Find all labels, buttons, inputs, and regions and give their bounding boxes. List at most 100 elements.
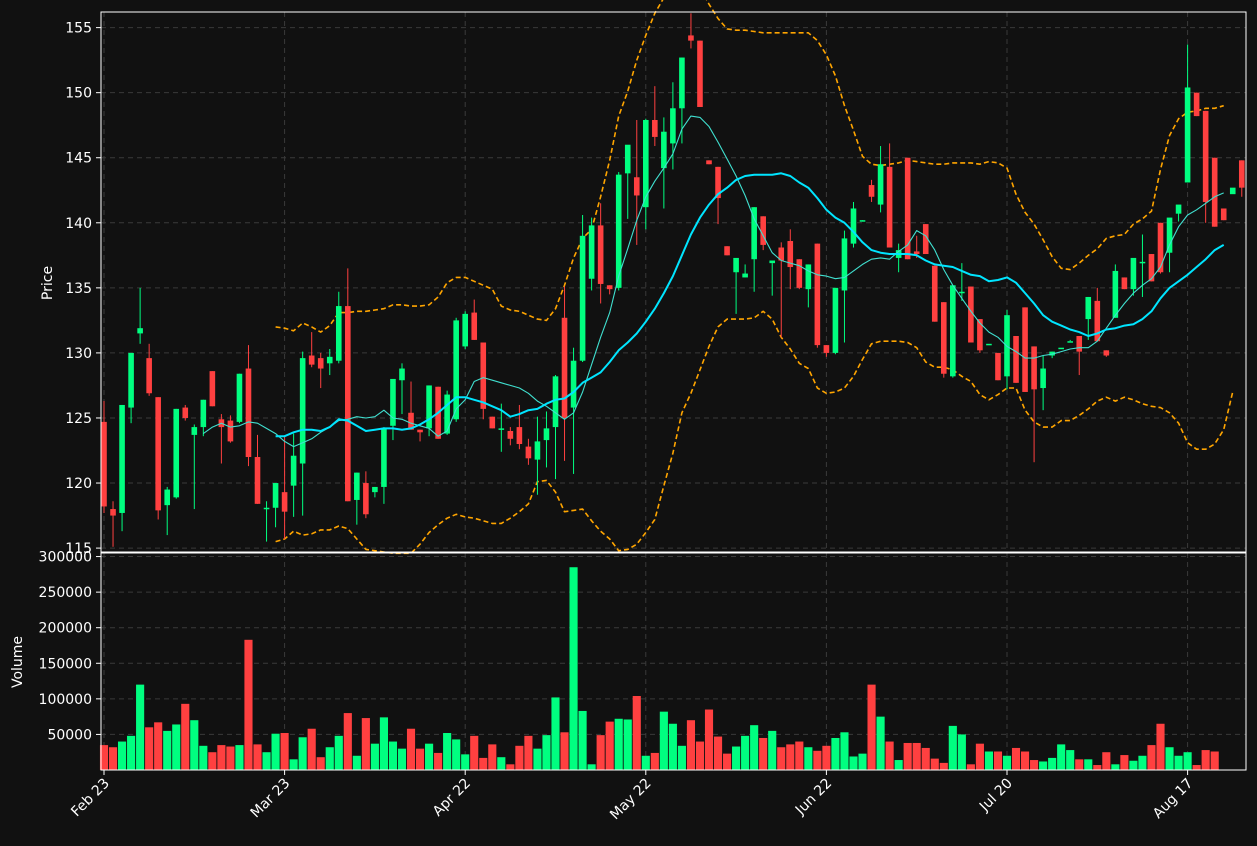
candle-body bbox=[227, 420, 234, 442]
candle-body bbox=[959, 291, 965, 294]
volume-bar bbox=[1030, 760, 1039, 770]
volume-tick-label: 150000 bbox=[39, 656, 92, 672]
volume-bar bbox=[506, 764, 515, 770]
volume-bar bbox=[704, 709, 714, 770]
volume-bar bbox=[732, 746, 741, 770]
candle-body bbox=[986, 343, 992, 346]
volume-bar bbox=[876, 716, 885, 770]
candle-body bbox=[670, 108, 676, 144]
volume-bar bbox=[542, 735, 551, 770]
candle-body bbox=[652, 120, 658, 137]
candle-body bbox=[290, 455, 297, 486]
volume-bar bbox=[1111, 764, 1120, 770]
volume-bar bbox=[858, 753, 867, 770]
volume-bar bbox=[262, 752, 271, 770]
candle-body bbox=[995, 352, 1001, 381]
volume-bar bbox=[1138, 755, 1147, 770]
candle-body bbox=[561, 317, 568, 418]
candle-body bbox=[1202, 110, 1209, 202]
candle-body bbox=[1058, 347, 1064, 350]
candle-body bbox=[904, 157, 911, 260]
candle-body bbox=[345, 306, 351, 502]
candle-body bbox=[173, 408, 180, 498]
candle-body bbox=[588, 225, 595, 279]
price-tick-label: 120 bbox=[65, 476, 92, 492]
volume-bar bbox=[397, 748, 407, 770]
volume-bar bbox=[686, 720, 696, 770]
volume-bar bbox=[415, 748, 425, 770]
volume-bar bbox=[235, 745, 244, 770]
candle-body bbox=[164, 489, 171, 506]
volume-bar bbox=[632, 696, 641, 770]
candle-body bbox=[408, 412, 414, 430]
volume-bar bbox=[154, 722, 163, 770]
volume-bar bbox=[623, 719, 632, 770]
candle-body bbox=[1013, 336, 1019, 383]
volume-bar bbox=[172, 724, 181, 770]
candle-body bbox=[299, 358, 306, 464]
volume-bar bbox=[786, 744, 795, 770]
candle-body bbox=[1175, 204, 1182, 214]
candle-body bbox=[552, 376, 559, 428]
candle-body bbox=[1166, 217, 1173, 253]
volume-bar bbox=[984, 751, 994, 770]
volume-bar bbox=[226, 746, 235, 770]
candle-body bbox=[624, 144, 631, 174]
candle-body bbox=[444, 394, 450, 434]
volume-bar bbox=[1147, 745, 1156, 770]
volume-bar bbox=[145, 727, 154, 770]
candle-body bbox=[1067, 341, 1074, 343]
volume-bar bbox=[948, 725, 957, 770]
volume-bar bbox=[461, 754, 470, 770]
volume-bar bbox=[894, 760, 903, 770]
candle-body bbox=[778, 247, 785, 261]
volume-bar bbox=[551, 697, 560, 770]
volume-bar bbox=[515, 745, 524, 770]
price-tick-label: 125 bbox=[65, 411, 92, 427]
moving-averages bbox=[202, 115, 1225, 448]
volume-bar bbox=[217, 745, 226, 770]
volume-bar bbox=[352, 755, 361, 770]
sma-slow-line bbox=[275, 172, 1225, 438]
volume-bar bbox=[605, 721, 614, 770]
candle-body bbox=[968, 286, 974, 343]
volume-bar bbox=[1048, 757, 1057, 770]
volume-bar bbox=[434, 752, 443, 770]
candle-body bbox=[543, 428, 550, 441]
candle-body bbox=[886, 166, 893, 248]
volume-bar bbox=[99, 745, 109, 770]
candle-body bbox=[715, 166, 721, 199]
candle-body bbox=[209, 371, 216, 407]
price-tick-label: 155 bbox=[65, 21, 92, 37]
candle-body bbox=[489, 416, 496, 429]
volume-bar bbox=[127, 735, 136, 770]
price-panel-frame bbox=[100, 11, 1247, 553]
candle-body bbox=[733, 257, 739, 273]
volume-bar bbox=[488, 744, 497, 770]
candle-body bbox=[977, 319, 983, 351]
candle-body bbox=[1184, 87, 1191, 183]
candle-body bbox=[534, 441, 541, 460]
candle-body bbox=[814, 243, 821, 346]
volume-bar bbox=[388, 741, 398, 770]
candle-body bbox=[462, 313, 468, 347]
candle-body bbox=[1139, 261, 1146, 264]
candle-body bbox=[507, 430, 514, 439]
volume-bar bbox=[181, 703, 190, 770]
volume-bar bbox=[804, 747, 813, 770]
candle-body bbox=[615, 174, 622, 288]
volume-bar bbox=[641, 755, 650, 770]
candle-body bbox=[263, 507, 270, 510]
candle-body bbox=[787, 241, 794, 268]
candle-body bbox=[1229, 187, 1236, 195]
volume-bar bbox=[966, 764, 975, 770]
candle-body bbox=[679, 57, 685, 109]
candle-body bbox=[254, 457, 261, 504]
volume-bar bbox=[280, 733, 289, 770]
volume-bar bbox=[1102, 752, 1111, 770]
candle-body bbox=[272, 483, 279, 508]
volume-bar bbox=[813, 750, 822, 770]
candle-body bbox=[769, 260, 776, 264]
